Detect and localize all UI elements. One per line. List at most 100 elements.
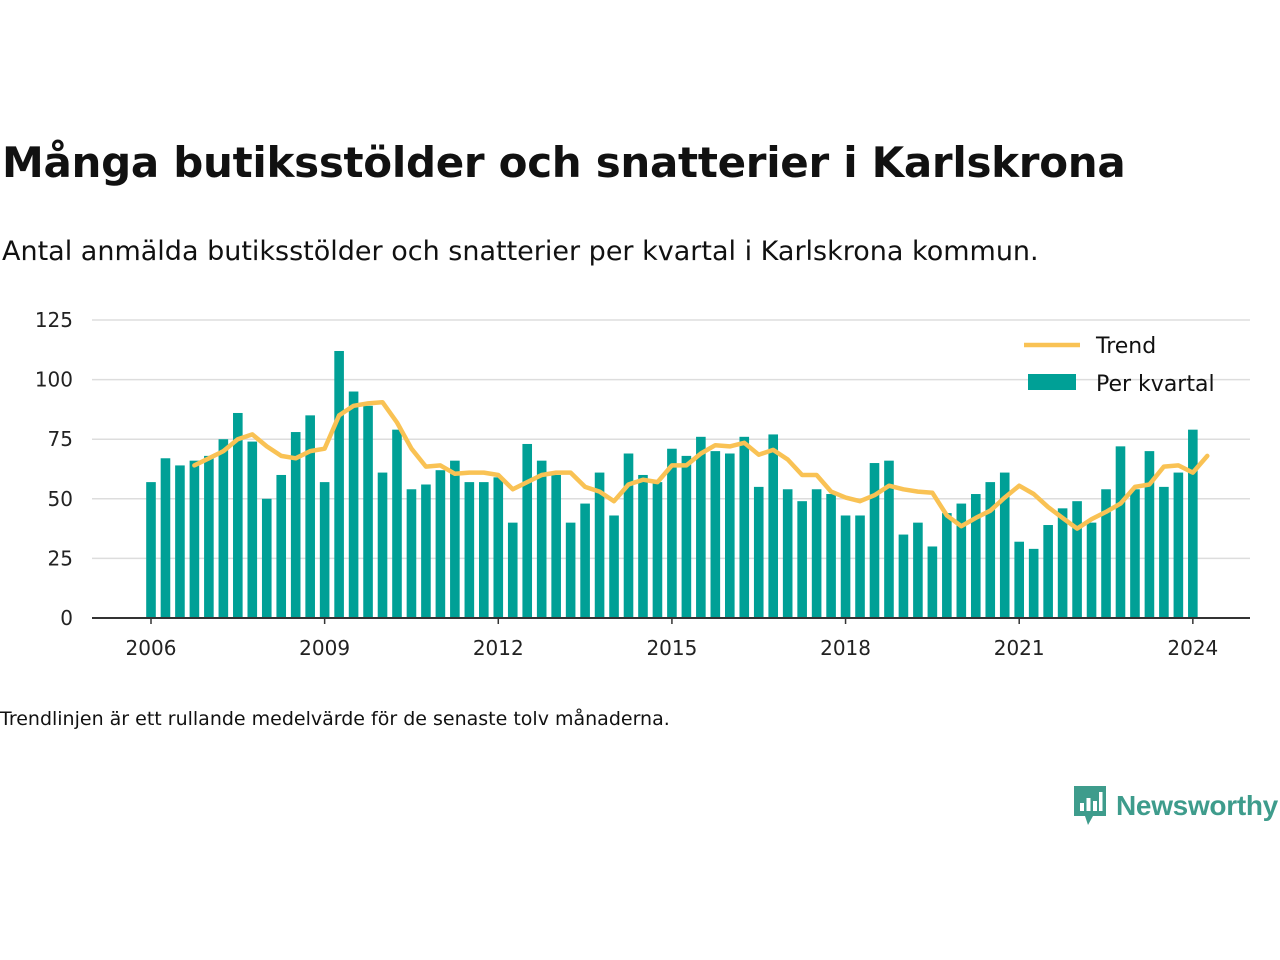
- bar: [218, 439, 229, 618]
- bar: [652, 482, 663, 618]
- bar: [522, 443, 533, 618]
- bar: [739, 436, 750, 618]
- bar: [696, 436, 706, 618]
- bar: [363, 405, 373, 618]
- bar: [319, 482, 330, 618]
- bar: [421, 484, 431, 618]
- bar: [479, 482, 489, 618]
- bar: [204, 455, 214, 618]
- bar: [623, 453, 634, 618]
- bar: [985, 482, 996, 618]
- bar: [450, 460, 460, 618]
- bar: [1159, 486, 1169, 618]
- bar: [580, 503, 590, 618]
- bar: [247, 441, 258, 618]
- bar: [146, 482, 156, 618]
- bar: [855, 515, 865, 618]
- legend: Trend Per kvartal: [1024, 334, 1215, 397]
- brand-logo: Newsworthy: [1072, 784, 1278, 828]
- bar: [1130, 489, 1140, 618]
- y-tick-label: 100: [35, 368, 73, 392]
- x-tick-label: 2006: [126, 636, 177, 660]
- bar: [536, 460, 547, 618]
- bar: [1028, 548, 1039, 618]
- bar: [869, 463, 880, 618]
- bar: [1043, 525, 1053, 618]
- bar: [667, 448, 677, 618]
- trend-series: [192, 399, 1210, 531]
- axes: 2006 2009 2012 2015 2018 2021 2024: [92, 617, 1250, 660]
- bar: [826, 494, 836, 618]
- bar: [1086, 522, 1097, 618]
- y-tick-label: 125: [35, 308, 73, 332]
- bar: [782, 489, 793, 618]
- bar: [565, 522, 576, 618]
- bar-series: [146, 350, 1198, 618]
- bar: [493, 477, 504, 618]
- bar: [1173, 472, 1184, 618]
- bar: [710, 451, 721, 618]
- bar: [377, 472, 388, 618]
- x-tick-label: 2018: [820, 636, 871, 660]
- bar: [797, 501, 807, 618]
- bar: [927, 546, 938, 618]
- bar: [913, 522, 923, 618]
- bar: [507, 522, 518, 618]
- bar: [392, 429, 402, 618]
- bar: [970, 494, 981, 618]
- bar: [1115, 446, 1126, 618]
- y-tick-label: 50: [48, 487, 73, 511]
- bar: [1101, 489, 1111, 618]
- y-tick-label: 0: [60, 606, 73, 630]
- trend-line: [192, 399, 1210, 531]
- bar: [348, 391, 359, 618]
- bar: [261, 498, 272, 618]
- bar: [999, 472, 1010, 618]
- bar: [609, 515, 619, 618]
- y-tick-label: 25: [48, 546, 73, 570]
- bar: [189, 460, 200, 618]
- chart-title: Många butiksstölder och snatterier i Kar…: [2, 138, 1126, 187]
- x-tick-label: 2012: [473, 636, 524, 660]
- bar: [1072, 501, 1082, 618]
- bar: [175, 465, 185, 618]
- y-tick-label: 75: [48, 427, 73, 451]
- bar: [406, 489, 417, 618]
- bar: [942, 513, 952, 618]
- x-tick-label: 2024: [1167, 636, 1218, 660]
- bar: [276, 474, 287, 618]
- bar: [160, 458, 171, 618]
- bar: [435, 470, 446, 618]
- bar: [305, 415, 315, 618]
- bar: [811, 489, 822, 618]
- bar: [233, 412, 243, 618]
- bar: [638, 474, 648, 618]
- legend-bar-swatch: [1028, 374, 1076, 390]
- brand-name: Newsworthy: [1116, 790, 1278, 821]
- bar: [681, 455, 692, 618]
- bar: [840, 515, 851, 618]
- bar: [290, 432, 301, 618]
- bar: [898, 534, 909, 618]
- bar: [1188, 429, 1198, 618]
- newsworthy-logo-icon: [1074, 786, 1106, 825]
- x-tick-label: 2021: [994, 636, 1045, 660]
- x-tick-label: 2009: [299, 636, 350, 660]
- bar: [594, 472, 605, 618]
- bar: [1014, 541, 1024, 618]
- bar: [464, 482, 475, 618]
- legend-bar-label: Per kvartal: [1096, 372, 1215, 397]
- legend-trend-label: Trend: [1095, 334, 1156, 359]
- x-tick-label: 2015: [646, 636, 697, 660]
- footnote: Trendlinjen är ett rullande medelvärde f…: [0, 708, 670, 730]
- bar: [551, 474, 561, 618]
- bar: [725, 453, 735, 618]
- chart-subtitle: Antal anmälda butiksstölder och snatteri…: [2, 236, 1039, 267]
- bar: [768, 434, 779, 618]
- bar: [1057, 508, 1068, 618]
- bar: [753, 486, 764, 618]
- bar: [956, 503, 967, 618]
- bar: [884, 460, 894, 618]
- bar: [334, 350, 344, 618]
